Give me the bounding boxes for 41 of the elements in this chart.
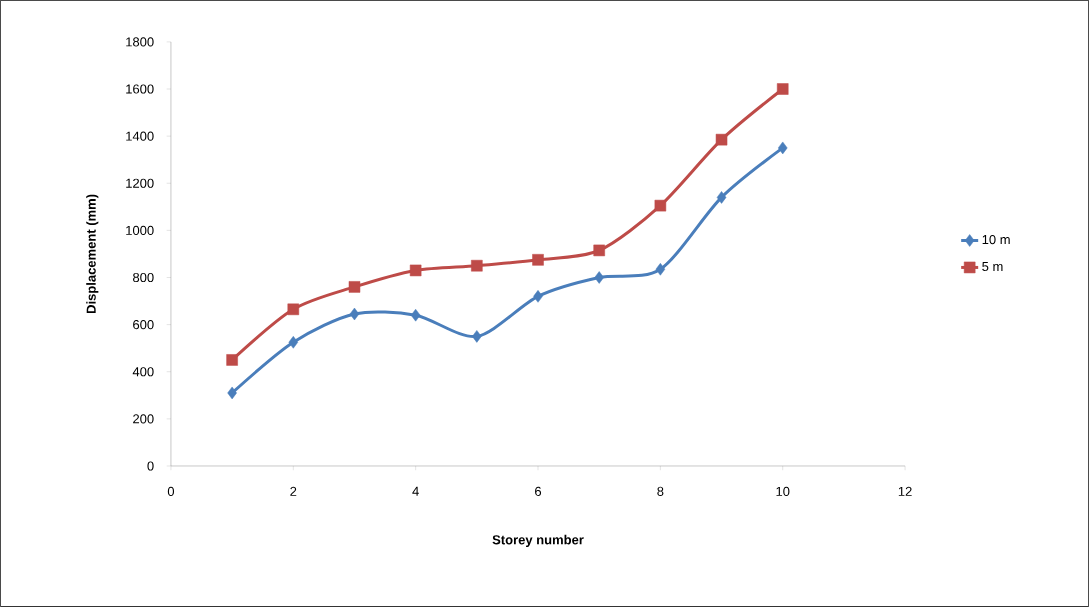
y-tick-label: 1800 <box>126 37 154 47</box>
y-tick-label: 400 <box>132 367 154 377</box>
x-tick-label: 4 <box>412 486 419 496</box>
x-tick-label: 8 <box>657 486 664 497</box>
legend-label: 10 m <box>982 235 1010 245</box>
point <box>409 264 422 277</box>
legend-label: 5 m <box>982 262 1003 272</box>
y-tick-label: 1000 <box>126 225 154 236</box>
point <box>349 307 360 321</box>
point <box>593 244 605 257</box>
point <box>226 354 238 366</box>
point <box>532 254 544 266</box>
point <box>410 308 421 322</box>
x-tick-label: 0 <box>167 486 175 497</box>
point <box>655 263 666 276</box>
x-tick-label: 2 <box>290 486 297 496</box>
point <box>776 83 789 95</box>
y-tick-label: 800 <box>133 272 154 283</box>
point <box>227 386 237 400</box>
y-tick-label: 0 <box>147 461 154 471</box>
point <box>288 336 299 349</box>
x-axis-title: Storey number <box>492 534 584 548</box>
point <box>715 133 728 146</box>
y-tick-label: 200 <box>133 414 154 424</box>
x-tick-label: 6 <box>535 486 542 497</box>
y-tick-label: 1600 <box>126 84 154 94</box>
point <box>348 281 361 293</box>
point <box>533 290 543 303</box>
x-tick-label: 10 <box>776 486 790 497</box>
point <box>654 199 667 212</box>
x-tick-label: 12 <box>898 486 912 496</box>
y-tick-label: 1400 <box>126 131 154 141</box>
point <box>716 191 727 204</box>
y-tick-label: 1200 <box>126 178 154 188</box>
point <box>594 271 604 284</box>
y-axis-title: Displacement (mm) <box>86 194 99 314</box>
point <box>287 303 300 316</box>
y-tick-label: 600 <box>133 320 154 330</box>
point <box>471 260 483 272</box>
point <box>777 141 788 155</box>
point <box>472 330 482 343</box>
